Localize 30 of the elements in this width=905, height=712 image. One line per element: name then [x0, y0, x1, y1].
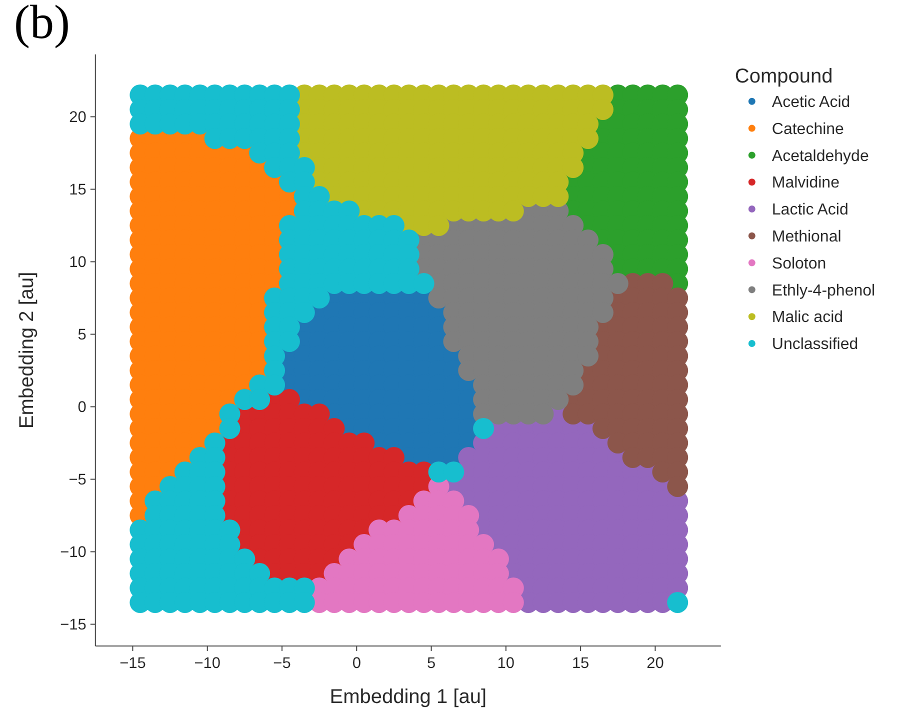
legend-label: Lactic Acid	[772, 202, 848, 219]
x-tick-label: 10	[497, 655, 515, 672]
legend-label: Ethly-4-phenol	[772, 282, 876, 300]
y-tick-label: −15	[60, 616, 86, 634]
y-tick-label: 10	[69, 254, 87, 272]
x-tick-label: 20	[646, 655, 664, 672]
x-tick-label: −15	[120, 655, 146, 672]
legend-label: Soloton	[772, 255, 826, 272]
y-tick-label: 20	[69, 109, 87, 126]
x-tick-label: 5	[426, 655, 436, 672]
legend-label: Acetaldehyde	[772, 148, 869, 165]
x-tick-label: −5	[273, 655, 291, 672]
legend-label: Malvidine	[772, 174, 840, 192]
y-tick-label: −10	[60, 544, 87, 562]
x-tick-label: 0	[352, 655, 362, 672]
y-tick-label: 0	[78, 399, 87, 416]
x-tick-label: −10	[194, 655, 221, 672]
x-axis-title: Embedding 1 [au]	[330, 686, 487, 708]
legend-label: Methional	[772, 228, 842, 246]
legend-label: Malic acid	[772, 309, 844, 326]
chart-title: (b)	[14, 0, 70, 49]
legend-title: Compound	[734, 65, 833, 88]
y-tick-label: −5	[68, 472, 86, 489]
y-tick-label: 5	[78, 326, 86, 344]
legend-label: Acetic Acid	[772, 94, 850, 111]
x-tick-label: 15	[572, 655, 590, 672]
y-tick-label: 15	[69, 182, 86, 199]
legend-label: Catechine	[772, 120, 844, 138]
y-axis-title: Embedding 2 [au]	[16, 272, 38, 429]
legend-label: Unclassified	[772, 336, 858, 354]
